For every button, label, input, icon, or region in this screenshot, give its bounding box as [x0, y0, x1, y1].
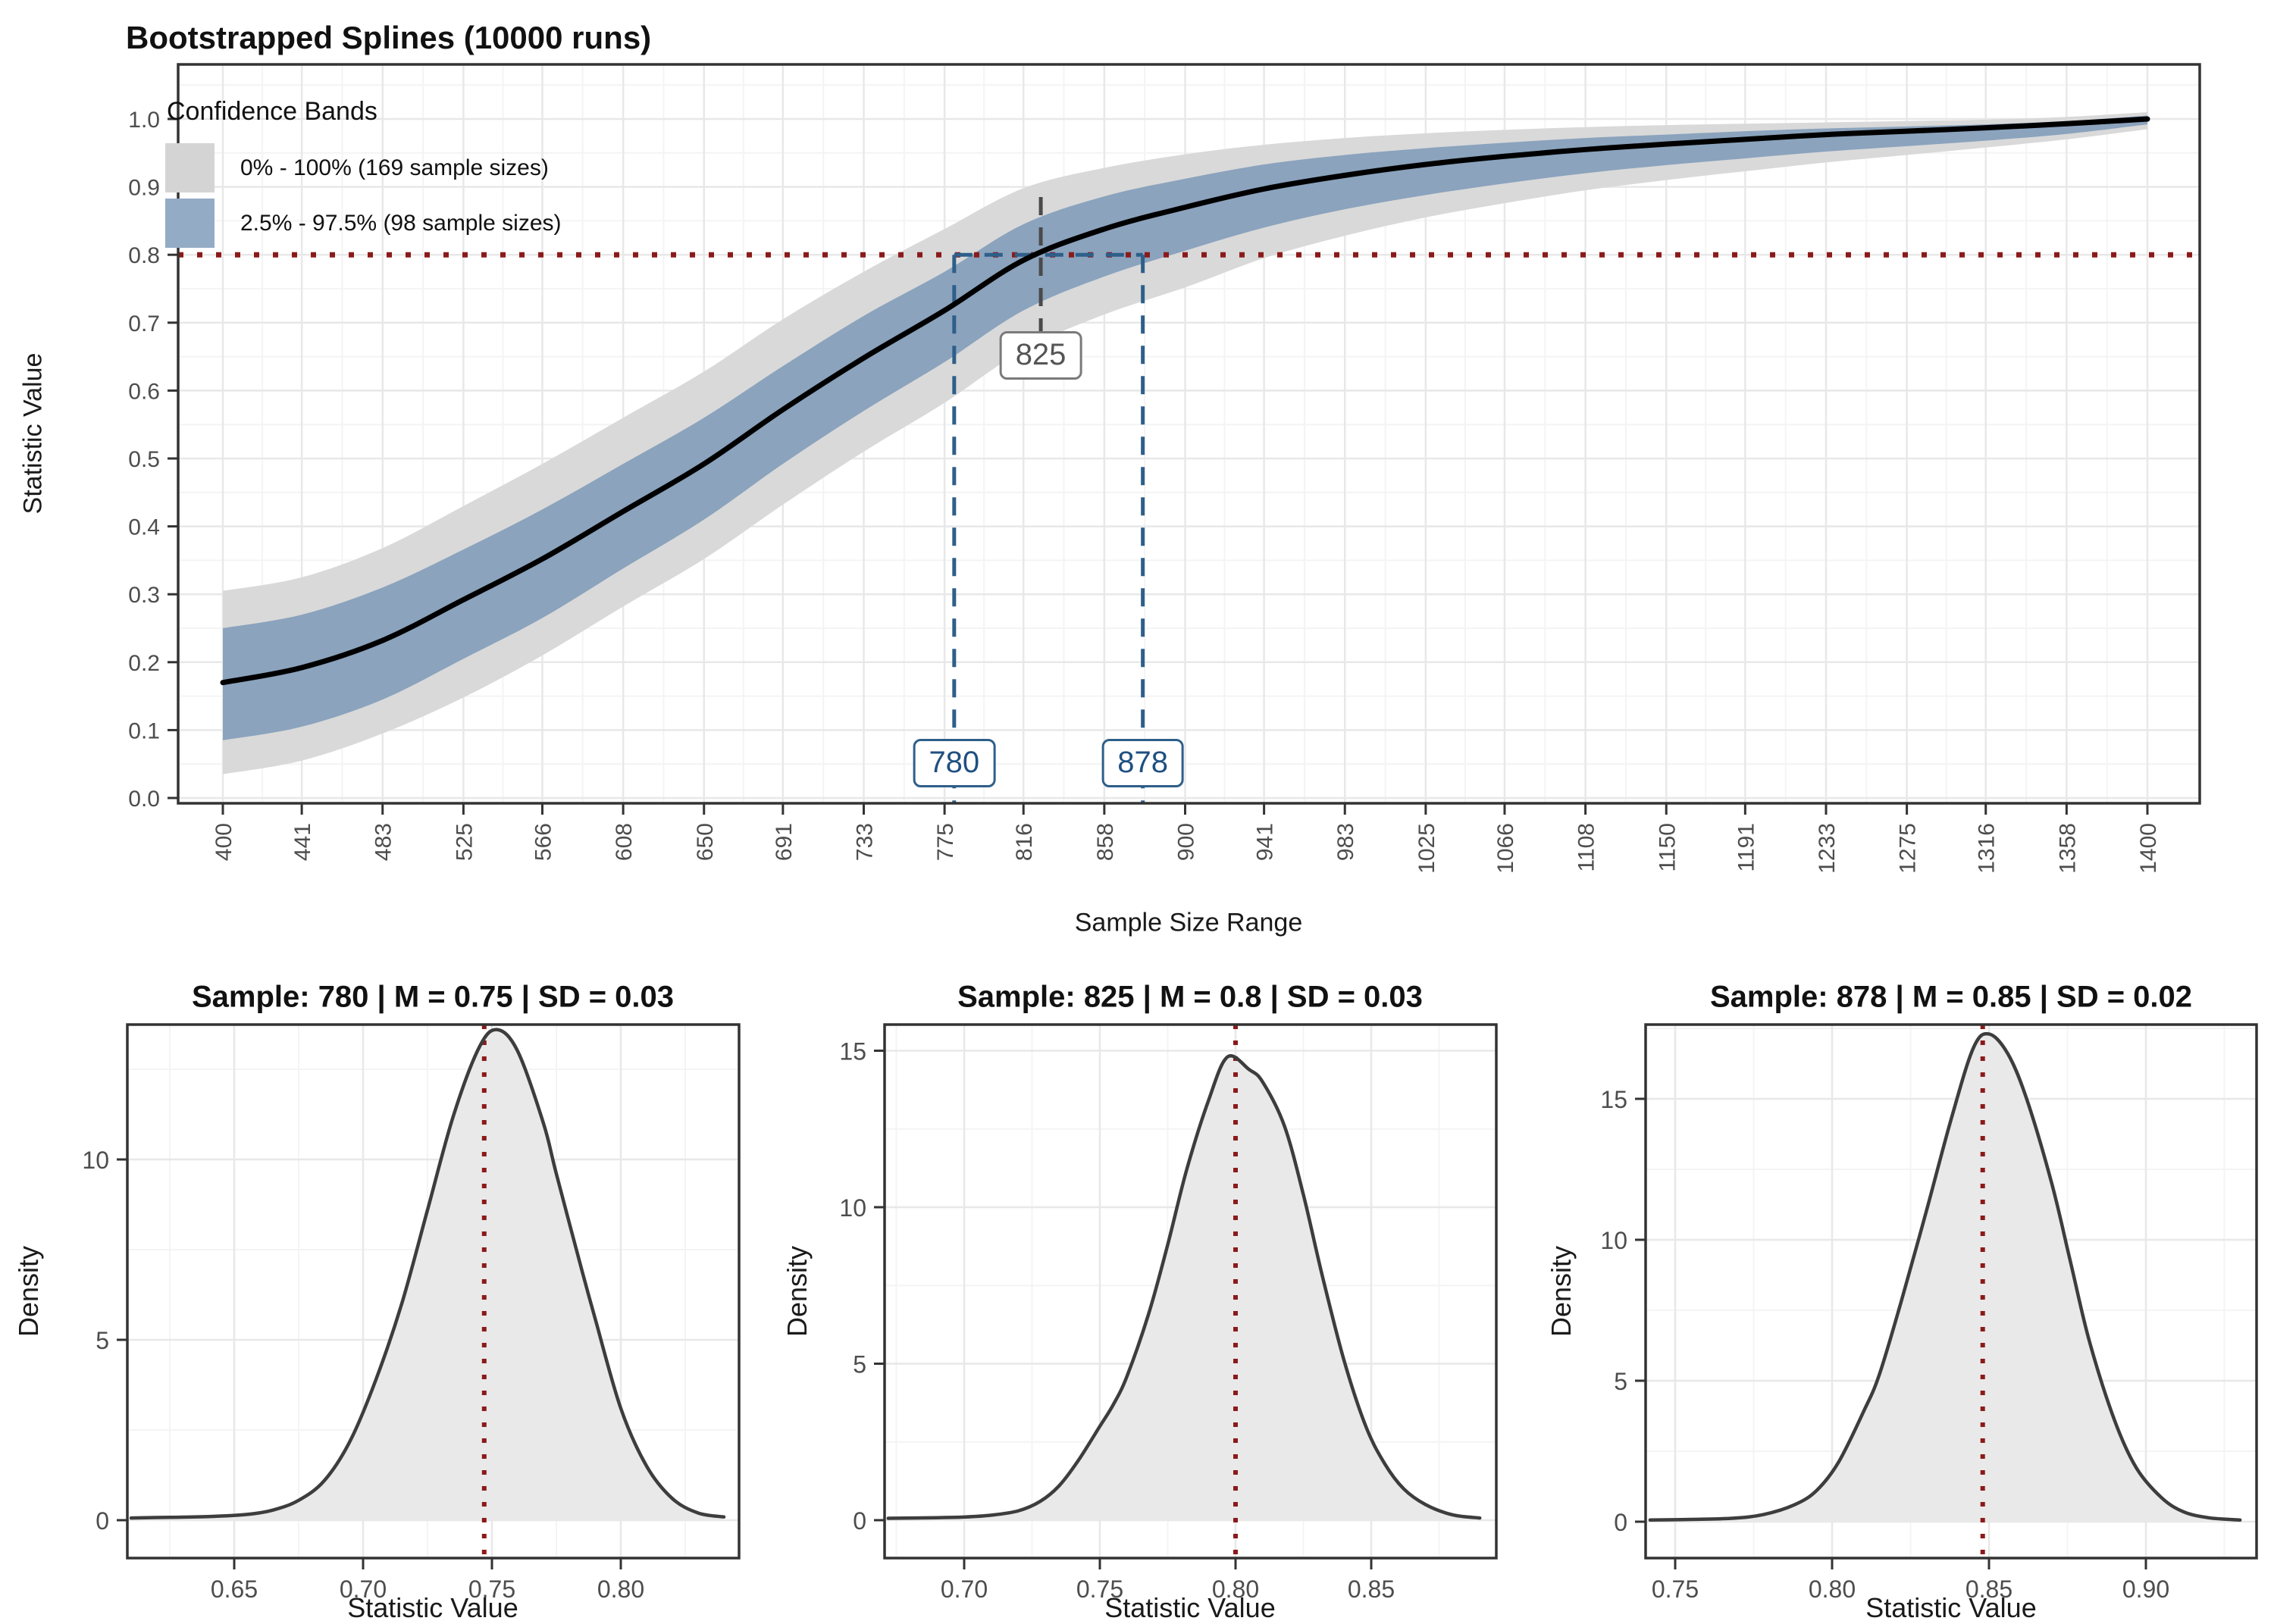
legend-entry-inner-band: 2.5% - 97.5% (98 sample sizes): [165, 199, 562, 248]
x-tick-label: 441: [290, 823, 315, 861]
main-x-axis-title: Sample Size Range: [1074, 908, 1303, 937]
density-825-x-axis-title: Statistic Value: [1104, 1592, 1276, 1623]
main-panel-border: [177, 63, 2201, 805]
y-tick-label: 0.3: [128, 583, 160, 608]
x-tick-label: 608: [612, 823, 637, 861]
density-825-y-axis-title: Density: [781, 1245, 813, 1338]
y-tick-label: 0.0: [128, 787, 160, 812]
x-tick-label: 858: [1093, 823, 1118, 861]
density-878-x-axis-title: Statistic Value: [1865, 1592, 2037, 1623]
density-panel-border: [883, 1023, 1498, 1560]
x-tick-label: 816: [1012, 823, 1037, 861]
y-tick-label: 0: [96, 1507, 109, 1535]
x-tick-label: 650: [693, 823, 718, 861]
y-tick-label: 0.5: [128, 447, 160, 472]
density-878-y-axis-title: Density: [1546, 1245, 1577, 1338]
outer-band-swatch-icon: [165, 143, 215, 192]
x-tick-label: 0.90: [2122, 1575, 2169, 1603]
y-tick-label: 0.4: [128, 515, 160, 540]
y-tick-label: 5: [1614, 1368, 1627, 1395]
density-panel-border: [126, 1023, 741, 1560]
density-fill: [888, 1056, 1480, 1520]
x-tick-label: 1150: [1655, 823, 1680, 872]
y-tick-label: 15: [839, 1038, 866, 1065]
density-780-title: Sample: 780 | M = 0.75 | SD = 0.03: [191, 980, 675, 1014]
y-tick-label: 5: [853, 1351, 866, 1378]
x-tick-label: 0.85: [1348, 1575, 1395, 1603]
density-fill: [1649, 1034, 2241, 1522]
y-tick-label: 5: [96, 1327, 109, 1354]
x-tick-label: 733: [852, 823, 877, 861]
inner-confidence-band: [223, 115, 2147, 740]
x-tick-label: 1400: [2136, 823, 2161, 874]
legend-title: Confidence Bands: [167, 97, 377, 126]
x-tick-label: 0.75: [1652, 1575, 1699, 1603]
x-tick-label: 1025: [1414, 823, 1439, 874]
y-tick-label: 0.9: [128, 176, 160, 201]
main-y-axis-title: Statistic Value: [18, 352, 48, 515]
x-tick-label: 775: [933, 823, 958, 861]
y-tick-label: 15: [1600, 1086, 1627, 1113]
x-tick-label: 1275: [1896, 823, 1921, 874]
x-tick-label: 0.70: [941, 1575, 988, 1603]
x-tick-label: 1316: [1975, 823, 2000, 874]
y-tick-label: 1.0: [128, 108, 160, 133]
x-tick-label: 941: [1253, 823, 1278, 861]
annotation-lower-780: 780: [913, 739, 996, 788]
density-780-x-axis-title: Statistic Value: [347, 1592, 518, 1623]
density-curve: [1648, 1031, 2242, 1522]
legend-entry-label: 2.5% - 97.5% (98 sample sizes): [240, 210, 562, 236]
y-tick-label: 0: [853, 1507, 866, 1535]
annotation-upper-878: 878: [1101, 739, 1185, 788]
x-tick-label: 483: [371, 823, 396, 861]
y-tick-label: 10: [839, 1194, 866, 1222]
density-825-title: Sample: 825 | M = 0.8 | SD = 0.03: [957, 980, 1423, 1014]
density-fill: [131, 1029, 724, 1520]
spline-mean-curve: [220, 116, 2150, 686]
density-878-title: Sample: 878 | M = 0.85 | SD = 0.02: [1709, 980, 2193, 1014]
density-curve: [886, 1054, 1482, 1520]
x-tick-label: 1233: [1815, 823, 1840, 874]
main-plot-title: Bootstrapped Splines (10000 runs): [126, 20, 652, 55]
density-curve: [129, 1028, 726, 1520]
x-tick-label: 983: [1333, 823, 1358, 861]
x-tick-label: 1066: [1493, 823, 1518, 874]
x-tick-label: 900: [1174, 823, 1199, 861]
x-tick-label: 0.75: [468, 1575, 515, 1603]
density-780-y-axis-title: Density: [13, 1245, 44, 1338]
y-tick-label: 0.2: [128, 651, 160, 676]
inner-band-swatch-icon: [165, 199, 215, 248]
legend-entry-outer-band: 0% - 100% (169 sample sizes): [165, 143, 562, 192]
x-tick-label: 1191: [1734, 823, 1759, 872]
legend-entry-label: 0% - 100% (169 sample sizes): [240, 155, 549, 180]
x-tick-label: 1108: [1574, 823, 1599, 872]
x-tick-label: 525: [452, 823, 477, 861]
x-tick-label: 0.80: [1212, 1575, 1259, 1603]
y-tick-label: 0.7: [128, 311, 160, 336]
density-panel-border: [1644, 1023, 2258, 1560]
x-tick-label: 1358: [2055, 823, 2080, 874]
x-tick-label: 566: [531, 823, 556, 861]
y-tick-label: 0.6: [128, 379, 160, 404]
y-tick-label: 0: [1614, 1509, 1627, 1536]
annotation-crossing-825: 825: [999, 330, 1082, 380]
y-tick-label: 0.8: [128, 243, 160, 268]
y-tick-label: 10: [1600, 1227, 1627, 1254]
x-tick-label: 0.80: [597, 1575, 644, 1603]
x-tick-label: 0.80: [1809, 1575, 1856, 1603]
x-tick-label: 0.70: [340, 1575, 387, 1603]
x-tick-label: 691: [772, 823, 797, 861]
x-tick-label: 0.65: [211, 1575, 258, 1603]
y-tick-label: 0.1: [128, 718, 160, 743]
x-tick-label: 0.85: [1965, 1575, 2012, 1603]
y-tick-label: 10: [82, 1147, 109, 1174]
x-tick-label: 400: [211, 823, 236, 861]
legend: Confidence Bands 0% - 100% (169 sample s…: [165, 97, 562, 254]
x-tick-label: 0.75: [1076, 1575, 1123, 1603]
